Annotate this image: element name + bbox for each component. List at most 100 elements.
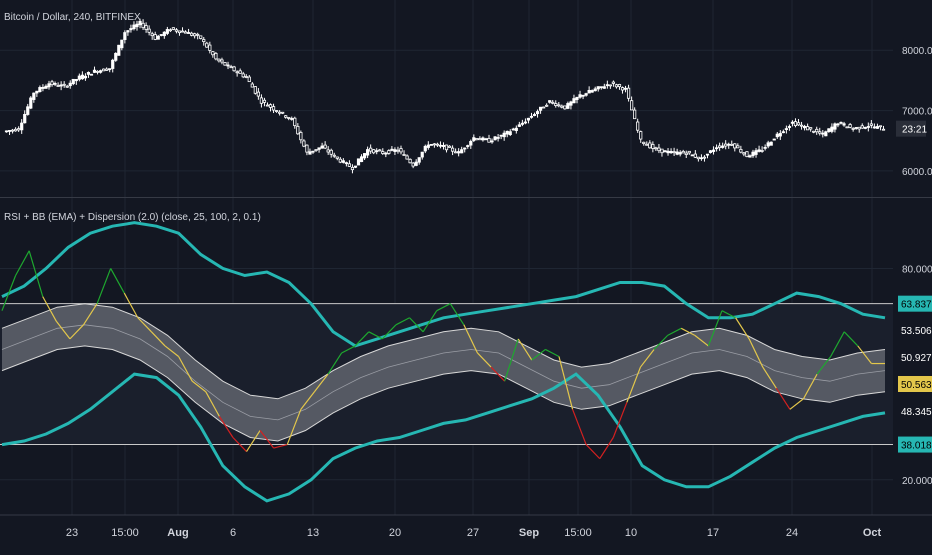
candle-body — [475, 138, 479, 141]
candle-body — [806, 126, 810, 131]
candle-body — [478, 138, 482, 141]
candle-body — [23, 113, 27, 124]
rsi-segment — [15, 250, 30, 276]
candle-body — [751, 151, 755, 157]
rsi-segment — [843, 331, 859, 347]
candle-body — [872, 126, 876, 129]
time-axis-tick-label: Aug — [167, 527, 188, 539]
candle-body — [529, 115, 534, 118]
candle-body — [144, 25, 148, 30]
candle-body — [393, 149, 397, 152]
rsi-segment — [830, 331, 845, 357]
candle-body — [253, 86, 257, 94]
candle-body — [760, 150, 764, 152]
candle-body — [402, 154, 406, 156]
candle-body — [793, 121, 798, 126]
candle-body — [26, 106, 30, 115]
candle-body — [381, 151, 385, 154]
candle-body — [633, 109, 637, 120]
candle-body — [202, 39, 206, 42]
candle-body — [190, 32, 194, 36]
candle-body — [821, 132, 825, 135]
candle-body — [317, 147, 321, 150]
candle-body — [551, 101, 555, 104]
candle-body — [596, 86, 600, 90]
candle-body — [438, 144, 443, 147]
candle-body — [141, 22, 145, 29]
candle-body — [95, 70, 100, 73]
candle-body — [538, 106, 543, 111]
candle-body — [733, 143, 737, 149]
candle-body — [487, 138, 491, 143]
candle-body — [520, 122, 524, 125]
rsi-segment — [477, 352, 492, 368]
candle-body — [739, 149, 743, 153]
candle-body — [126, 30, 130, 33]
rsi-segment — [816, 356, 832, 375]
candle-body — [563, 105, 567, 110]
dispersion-band — [2, 303, 885, 441]
candle-body — [654, 147, 658, 150]
candle-body — [569, 101, 573, 106]
candle-body — [463, 147, 467, 150]
candle-body — [699, 157, 704, 160]
candle-body — [548, 100, 552, 103]
candle-body — [238, 70, 242, 74]
rsi-segment — [680, 327, 696, 336]
candle-body — [542, 106, 546, 109]
rsi-segment — [83, 303, 98, 326]
candle-body — [359, 156, 364, 163]
candle-body — [623, 87, 628, 90]
candle-body — [784, 128, 788, 130]
candle-body — [502, 132, 506, 138]
candle-body — [508, 131, 512, 136]
candle-body — [742, 152, 746, 155]
candle-body — [183, 31, 188, 34]
candle-body — [147, 28, 151, 33]
candle-body — [836, 123, 840, 126]
candle-body — [460, 149, 464, 154]
candle-body — [809, 127, 813, 130]
candle-body — [469, 141, 473, 146]
candle-body — [350, 166, 355, 171]
candle-body — [450, 147, 455, 152]
candle-body — [244, 76, 248, 78]
candle-body — [496, 137, 500, 139]
candle-body — [171, 27, 176, 30]
candle-body — [408, 158, 412, 164]
candle-body — [802, 125, 807, 129]
candle-body — [587, 89, 591, 94]
candle-body — [71, 78, 75, 85]
candle-body — [523, 121, 528, 124]
candle-body — [672, 151, 676, 154]
candle-body — [98, 70, 103, 73]
time-axis-tick-label: 20 — [389, 527, 401, 539]
basis-line — [1, 324, 886, 421]
candle-body — [390, 148, 394, 151]
indicator-value-label-bg — [898, 376, 932, 392]
rsi-segment — [150, 331, 166, 347]
candle-body — [842, 123, 846, 126]
candle-body — [593, 88, 597, 92]
indicator-axis-tick-label: 20.0000 — [902, 476, 932, 487]
candle-body — [721, 145, 725, 148]
candle-body — [41, 86, 45, 89]
time-axis-tick-label: 24 — [786, 527, 798, 539]
candle-body — [114, 52, 118, 61]
candle-body — [505, 130, 509, 135]
candle-body — [854, 127, 858, 129]
candle-body — [484, 138, 488, 141]
rsi-segment — [259, 430, 275, 449]
candle-body — [290, 118, 294, 120]
candle-body — [775, 133, 779, 138]
candle-body — [177, 30, 182, 34]
rsi-segment — [327, 352, 343, 375]
candle-body — [818, 131, 822, 134]
price-time-label-bg — [896, 120, 926, 137]
candle-body — [153, 34, 157, 40]
indicator-value-label-bg — [898, 436, 932, 453]
candle-body — [68, 82, 72, 87]
candle-body — [626, 87, 631, 99]
candle-body — [347, 163, 352, 167]
